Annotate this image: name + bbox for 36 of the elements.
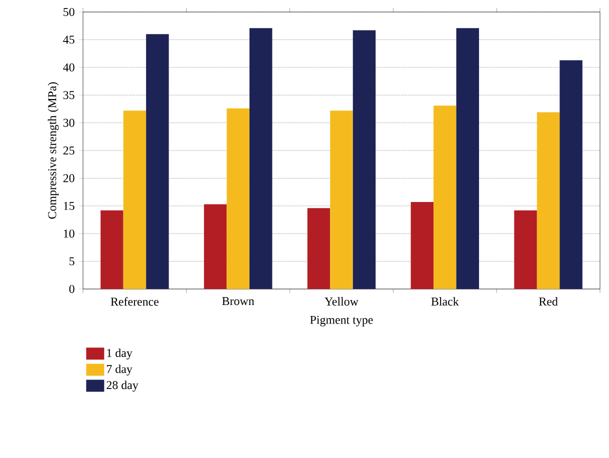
bar: [146, 34, 169, 289]
y-tick-label: 50: [64, 8, 74, 16]
bar: [307, 208, 330, 289]
x-tick-label: Reference: [110, 297, 159, 306]
y-tick-label: 25: [63, 146, 74, 155]
x-tick-label: Brown: [222, 297, 254, 306]
bar: [456, 28, 480, 289]
bar: [204, 204, 227, 289]
y-tick-label: 0: [69, 284, 74, 294]
y-tick-label: 20: [63, 174, 74, 182]
y-tick-label: 15: [64, 202, 74, 210]
bar: [514, 210, 537, 289]
bar: [410, 202, 434, 289]
x-tick-label: Red: [539, 297, 558, 306]
y-tick-label: 5: [70, 257, 74, 266]
y-tick-label: 40: [63, 63, 74, 72]
bar: [226, 108, 250, 289]
y-tick-label: 35: [63, 91, 74, 100]
bar: [536, 112, 560, 289]
legend-label: 28 day: [106, 380, 138, 392]
bar: [352, 30, 376, 289]
bar: [100, 210, 124, 289]
bar: [249, 28, 272, 289]
bar: [434, 106, 456, 289]
legend-label: 1 day: [107, 348, 132, 360]
x-tick-label: Yellow: [324, 297, 358, 306]
bar: [330, 110, 353, 289]
y-tick-label: 10: [64, 230, 74, 238]
x-tick-label: Black: [431, 297, 459, 306]
y-axis-title: Compressive strength (MPa): [48, 82, 59, 219]
legend-label: 7 day: [106, 364, 132, 376]
x-axis-title: Pigment type: [310, 316, 373, 326]
y-tick-label: 30: [63, 118, 74, 127]
bar: [560, 60, 582, 289]
y-tick-label: 45: [63, 36, 74, 44]
bar: [123, 110, 146, 289]
